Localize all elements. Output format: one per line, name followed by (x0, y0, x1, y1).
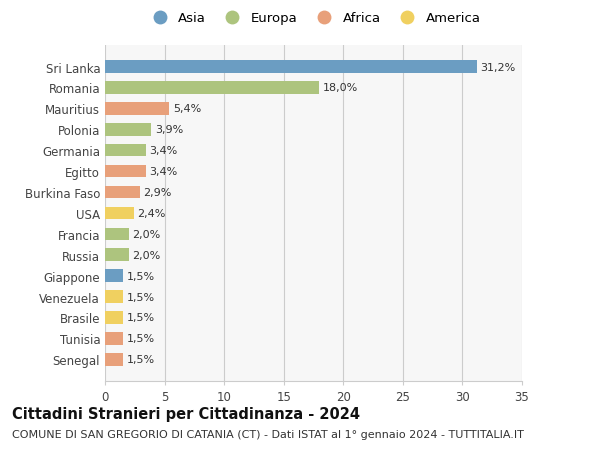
Text: 18,0%: 18,0% (323, 83, 358, 93)
Bar (105, 124, 151, 136)
Bar (105, 332, 123, 345)
Text: 1,5%: 1,5% (127, 354, 155, 364)
Text: 1,5%: 1,5% (127, 271, 155, 281)
Text: 2,9%: 2,9% (143, 188, 172, 197)
Text: 1,5%: 1,5% (127, 313, 155, 323)
Text: 1,5%: 1,5% (127, 334, 155, 344)
Text: Cittadini Stranieri per Cittadinanza - 2024: Cittadini Stranieri per Cittadinanza - 2… (12, 406, 360, 421)
Text: 2,4%: 2,4% (137, 208, 166, 218)
Bar (105, 353, 123, 366)
Text: 31,2%: 31,2% (481, 62, 515, 73)
Bar (105, 207, 134, 220)
Bar (105, 165, 146, 178)
Text: 3,4%: 3,4% (149, 167, 178, 177)
Bar (105, 186, 140, 199)
Bar (105, 103, 169, 115)
Bar (105, 291, 123, 303)
Bar (105, 270, 123, 282)
Bar (105, 82, 319, 95)
Legend: Asia, Europa, Africa, America: Asia, Europa, Africa, America (146, 12, 481, 25)
Text: 2,0%: 2,0% (133, 230, 161, 239)
Bar (105, 312, 123, 324)
Text: 2,0%: 2,0% (133, 250, 161, 260)
Text: 5,4%: 5,4% (173, 104, 201, 114)
Text: 3,9%: 3,9% (155, 125, 183, 135)
Text: 1,5%: 1,5% (127, 292, 155, 302)
Text: 3,4%: 3,4% (149, 146, 178, 156)
Bar (105, 249, 129, 262)
Text: COMUNE DI SAN GREGORIO DI CATANIA (CT) - Dati ISTAT al 1° gennaio 2024 - TUTTITA: COMUNE DI SAN GREGORIO DI CATANIA (CT) -… (12, 429, 524, 439)
Bar (105, 145, 146, 157)
Bar (105, 228, 129, 241)
Bar (105, 61, 477, 73)
